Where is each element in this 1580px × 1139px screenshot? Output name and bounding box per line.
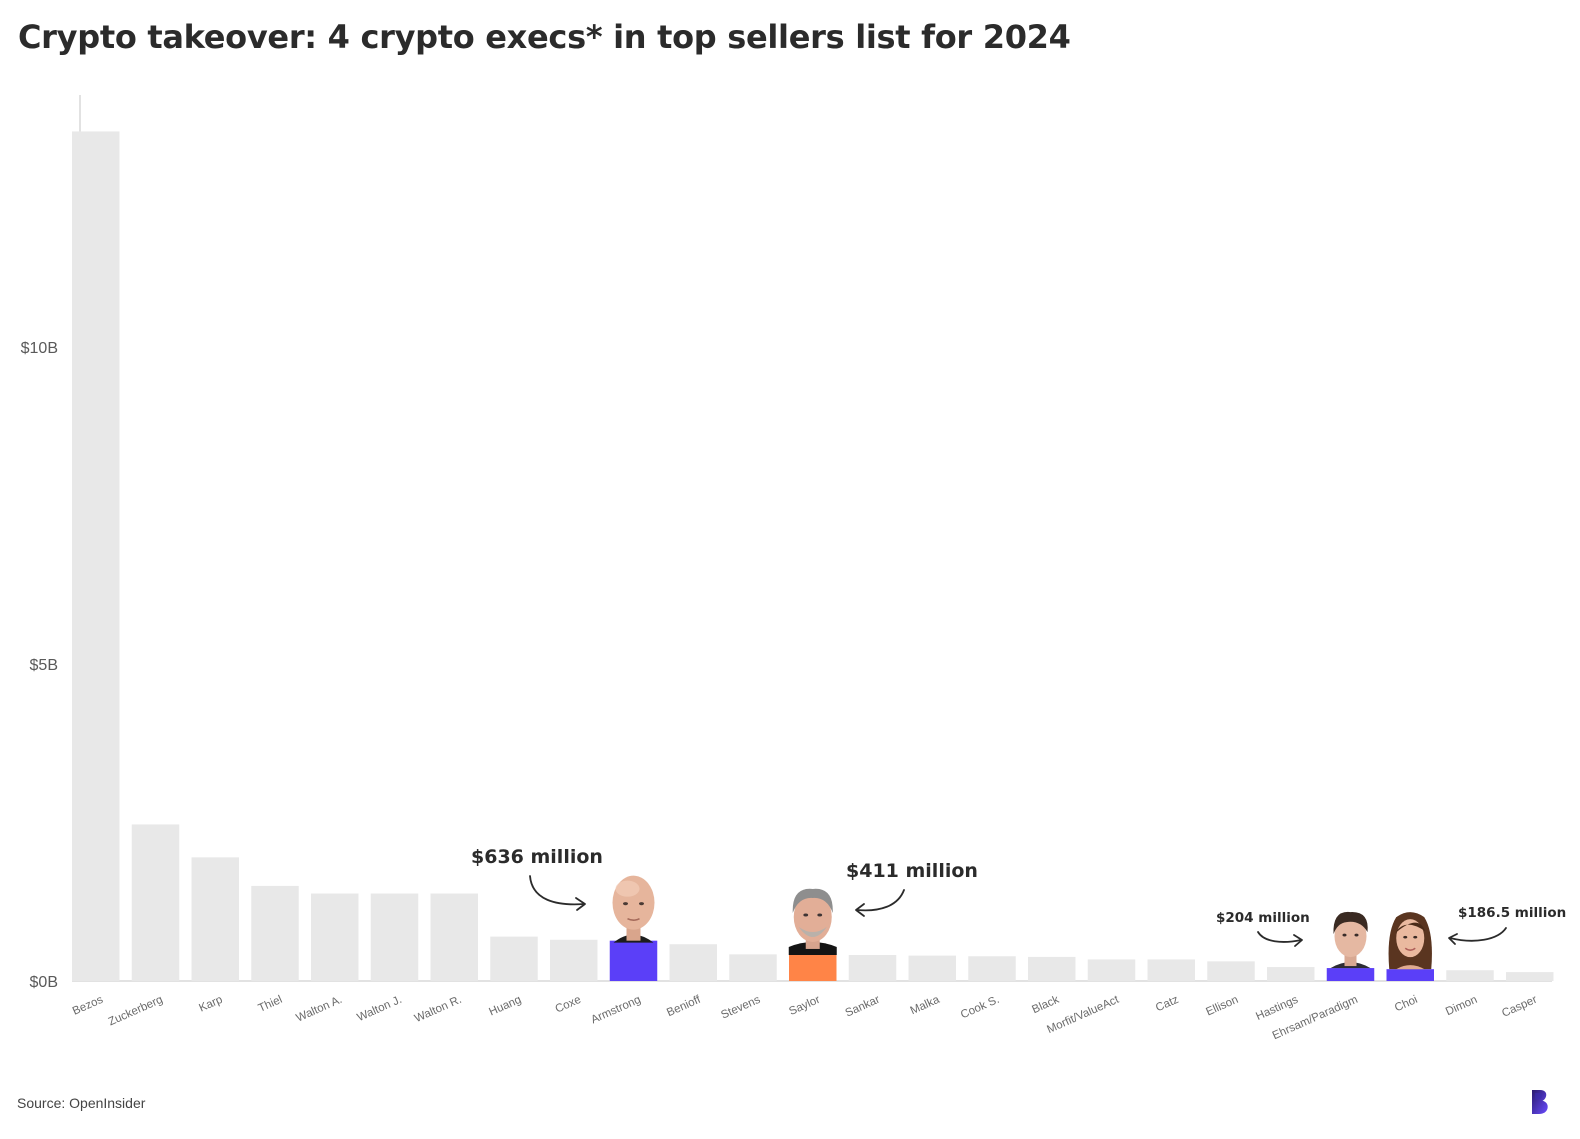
x-tick-label-ellison: Ellison [1204, 994, 1240, 1019]
bar-walton-a [311, 894, 359, 981]
ehrsam-portrait-icon [1331, 912, 1371, 968]
annotation-choi: $186.5 million [1458, 905, 1566, 921]
bar-morfit-valueact [1088, 959, 1136, 981]
y-tick-label: $10B [21, 340, 58, 357]
x-tick-label-casper: Casper [1500, 994, 1539, 1020]
annotation-arrow-armstrong [530, 876, 585, 910]
annotation-saylor: $411 million [846, 860, 978, 882]
armstrong-portrait-icon [613, 876, 655, 943]
x-tick-label-walton-j: Walton J. [355, 994, 403, 1024]
brand-b-logo-icon [1531, 1090, 1549, 1114]
x-tick-label-karp: Karp [197, 994, 224, 1015]
x-tick-label-bezos: Bezos [71, 994, 105, 1018]
x-tick-label-thiel: Thiel [257, 994, 285, 1015]
bar-saylor [789, 955, 837, 981]
bars-group [72, 131, 1554, 981]
bar-coxe [550, 940, 598, 981]
x-tick-label-black: Black [1030, 994, 1061, 1017]
x-tick-label-choi: Choi [1393, 994, 1419, 1015]
bar-karp [192, 857, 240, 981]
choi-portrait-icon [1389, 912, 1432, 969]
x-tick-label-zuckerberg: Zuckerberg [107, 994, 165, 1029]
x-tick-label-huang: Huang [487, 994, 523, 1019]
x-tick-label-coxe: Coxe [554, 994, 583, 1016]
bar-stevens [729, 954, 777, 981]
annotation-arrow-ehrsam [1258, 932, 1302, 946]
x-tick-label-hastings: Hastings [1254, 994, 1300, 1023]
x-tick-label-stevens: Stevens [719, 994, 762, 1022]
y-tick-label: $0B [30, 974, 58, 991]
bar-walton-j [371, 894, 419, 981]
bar-cook-s [968, 956, 1016, 981]
bar-sankar [849, 955, 897, 981]
bar-huang [490, 937, 538, 981]
saylor-portrait-icon [789, 889, 837, 955]
x-tick-label-walton-r: Walton R. [413, 994, 464, 1025]
bar-ehrsam-paradigm [1327, 968, 1375, 981]
x-tick-label-saylor: Saylor [787, 994, 822, 1018]
bar-catz [1148, 959, 1196, 981]
y-axis: $0B $5B $10B [21, 95, 1552, 991]
x-tick-label-benioff: Benioff [665, 993, 703, 1019]
annotation-armstrong: $636 million [471, 846, 603, 868]
bar-choi [1387, 969, 1435, 981]
bar-zuckerberg [132, 824, 180, 981]
y-tick-label: $5B [30, 657, 58, 674]
bar-walton-r [431, 894, 479, 981]
x-axis-labels: Bezos Zuckerberg Karp Thiel Walton A. Walton … [71, 993, 1539, 1042]
bar-benioff [670, 944, 718, 981]
x-tick-label-catz: Catz [1154, 994, 1181, 1015]
source-note: Source: OpenInsider [17, 1095, 145, 1111]
annotation-arrow-choi [1449, 928, 1506, 944]
x-tick-label-cook-s: Cook S. [959, 994, 1001, 1022]
bar-bezos [72, 131, 120, 981]
annotation-ehrsam: $204 million [1216, 910, 1310, 926]
bar-ellison [1207, 961, 1255, 981]
x-tick-label-armstrong: Armstrong [589, 994, 642, 1027]
x-tick-label-walton-a: Walton A. [295, 994, 344, 1025]
x-tick-label-malka: Malka [909, 994, 942, 1018]
x-tick-label-sankar: Sankar [844, 994, 882, 1020]
bar-armstrong [610, 941, 658, 981]
bar-casper [1506, 972, 1554, 981]
x-tick-label-dimon: Dimon [1444, 994, 1479, 1018]
bar-thiel [251, 886, 299, 981]
annotation-arrow-saylor [856, 890, 904, 916]
bar-malka [909, 956, 957, 981]
bar-black [1028, 957, 1076, 981]
bar-hastings [1267, 967, 1315, 981]
bar-dimon [1446, 970, 1494, 981]
